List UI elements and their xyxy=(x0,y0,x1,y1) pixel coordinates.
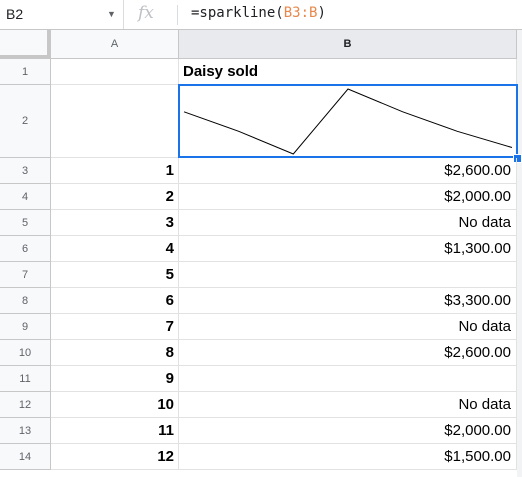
table-row: 3 1 $2,600.00 xyxy=(0,158,522,184)
formula-separator xyxy=(177,5,178,25)
table-row: 1 Daisy sold xyxy=(0,59,522,85)
column-header-a[interactable]: A xyxy=(51,30,179,59)
cell-b5[interactable]: No data xyxy=(179,210,517,236)
row-header[interactable]: 3 xyxy=(0,158,51,184)
row-header[interactable]: 5 xyxy=(0,210,51,236)
row-header[interactable]: 7 xyxy=(0,262,51,288)
table-row: 5 3 No data xyxy=(0,210,522,236)
cell-a5[interactable]: 3 xyxy=(51,210,179,236)
table-row: 14 12 $1,500.00 xyxy=(0,444,522,470)
column-header-b[interactable]: B xyxy=(179,30,517,59)
table-row: 2 xyxy=(0,84,522,163)
cell-a11[interactable]: 9 xyxy=(51,366,179,392)
formula-suffix: ) xyxy=(317,5,326,21)
cell-a7[interactable]: 5 xyxy=(51,262,179,288)
cell-a13[interactable]: 11 xyxy=(51,418,179,444)
cell-a9[interactable]: 7 xyxy=(51,314,179,340)
cell-b6[interactable]: $1,300.00 xyxy=(179,236,517,262)
spreadsheet-grid: A B 1 Daisy sold 2 3 1 $2,600.00 4 2 $2,000.00 5 3… xyxy=(0,30,522,477)
cell-b1[interactable]: Daisy sold xyxy=(179,59,517,85)
formula-prefix: =sparkline( xyxy=(191,5,284,21)
table-row: 10 8 $2,600.00 xyxy=(0,340,522,366)
table-row: 9 7 No data xyxy=(0,314,522,340)
cell-a6[interactable]: 4 xyxy=(51,236,179,262)
cell-b10[interactable]: $2,600.00 xyxy=(179,340,517,366)
cell-b12[interactable]: No data xyxy=(179,392,517,418)
name-box[interactable]: B2 ▼ xyxy=(0,0,124,29)
cell-a14[interactable]: 12 xyxy=(51,444,179,470)
function-icon: fx xyxy=(138,3,154,23)
row-header[interactable]: 13 xyxy=(0,418,51,444)
select-all-corner[interactable] xyxy=(0,30,51,59)
formula-input[interactable]: =sparkline(B3:B) xyxy=(191,5,326,21)
row-header[interactable]: 11 xyxy=(0,366,51,392)
row-header[interactable]: 1 xyxy=(0,59,51,85)
cell-b9[interactable]: No data xyxy=(179,314,517,340)
table-row: 4 2 $2,000.00 xyxy=(0,184,522,210)
formula-range-ref: B3:B xyxy=(283,5,318,21)
table-row: 13 11 $2,000.00 xyxy=(0,418,522,444)
table-row: 8 6 $3,300.00 xyxy=(0,288,522,314)
cell-b13[interactable]: $2,000.00 xyxy=(179,418,517,444)
row-header[interactable]: 6 xyxy=(0,236,51,262)
sparkline-chart xyxy=(183,88,513,155)
row-header[interactable]: 10 xyxy=(0,340,51,366)
cell-b11[interactable] xyxy=(179,366,517,392)
cell-a12[interactable]: 10 xyxy=(51,392,179,418)
formula-bar: B2 ▼ fx =sparkline(B3:B) xyxy=(0,0,522,30)
cell-b14[interactable]: $1,500.00 xyxy=(179,444,517,470)
cell-a2[interactable] xyxy=(51,85,179,158)
dropdown-arrow-icon[interactable]: ▼ xyxy=(107,9,116,19)
row-header[interactable]: 14 xyxy=(0,444,51,470)
row-header[interactable]: 2 xyxy=(0,85,51,158)
cell-b7[interactable] xyxy=(179,262,517,288)
row-header[interactable]: 9 xyxy=(0,314,51,340)
scrollbar[interactable] xyxy=(517,30,522,477)
row-header[interactable]: 8 xyxy=(0,288,51,314)
cell-a3[interactable]: 1 xyxy=(51,158,179,184)
cell-a4[interactable]: 2 xyxy=(51,184,179,210)
row-header[interactable]: 4 xyxy=(0,184,51,210)
cell-b4[interactable]: $2,000.00 xyxy=(179,184,517,210)
table-row: 6 4 $1,300.00 xyxy=(0,236,522,262)
table-row: 12 10 No data xyxy=(0,392,522,418)
cell-a1[interactable] xyxy=(51,59,179,85)
cell-reference: B2 xyxy=(6,6,24,22)
sparkline-line xyxy=(183,88,513,155)
cell-a10[interactable]: 8 xyxy=(51,340,179,366)
cell-a8[interactable]: 6 xyxy=(51,288,179,314)
cell-b3[interactable]: $2,600.00 xyxy=(179,158,517,184)
table-row: 11 9 xyxy=(0,366,522,392)
row-header[interactable]: 12 xyxy=(0,392,51,418)
cell-b8[interactable]: $3,300.00 xyxy=(179,288,517,314)
